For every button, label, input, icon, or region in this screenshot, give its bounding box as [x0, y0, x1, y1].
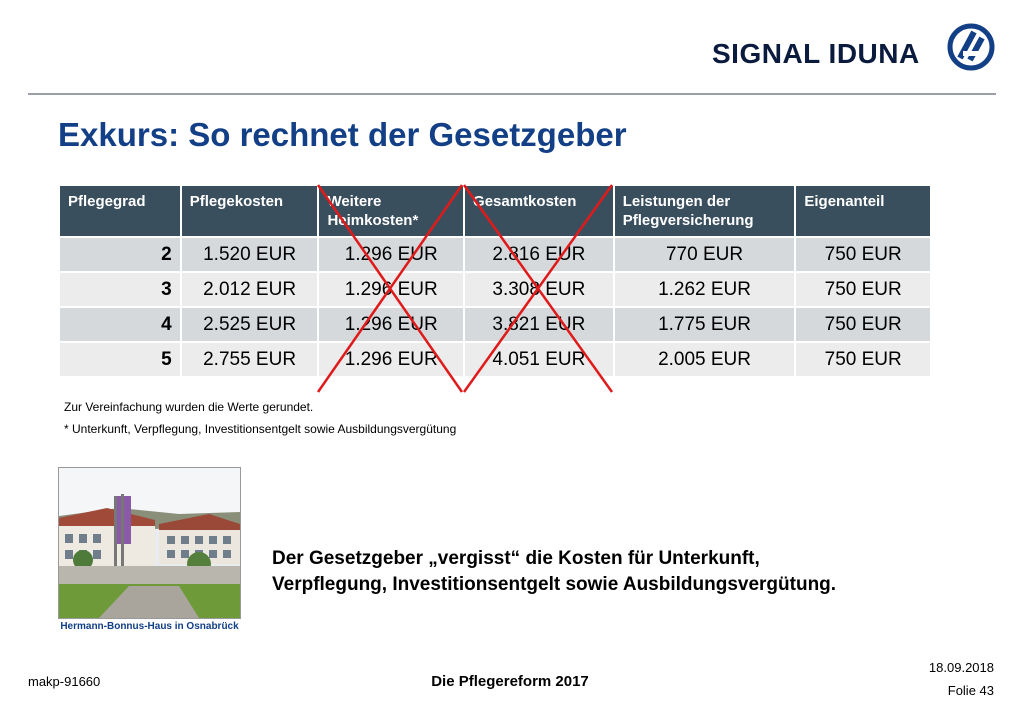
cell-pflegegrad: 3: [60, 273, 180, 306]
cell-gesamtkosten: 3.821 EUR: [465, 308, 613, 341]
signal-iduna-logo-icon: [947, 23, 995, 71]
building-photo: [58, 467, 241, 619]
cell-pflegekosten: 2.012 EUR: [181, 273, 318, 306]
header-leistungen: Leistungen der Pflegversicherung: [614, 186, 795, 236]
cell-gesamtkosten: 2.816 EUR: [465, 238, 613, 271]
table-header-row: Pflegegrad Pflegekosten Weitere Heimkost…: [60, 186, 930, 236]
cell-eigenanteil: 750 EUR: [796, 343, 930, 376]
cell-pflegekosten: 2.755 EUR: [181, 343, 318, 376]
footnote: * Unterkunft, Verpflegung, Investitionse…: [64, 422, 457, 436]
cell-leistungen: 770 EUR: [614, 238, 795, 271]
cell-pflegegrad: 2: [60, 238, 180, 271]
cell-pflegekosten: 2.525 EUR: [181, 308, 318, 341]
header-pflegekosten: Pflegekosten: [181, 186, 318, 236]
statement-line: Verpflegung, Investitionsentgelt sowie A…: [272, 574, 837, 595]
table-row: 5 2.755 EUR 1.296 EUR 4.051 EUR 2.005 EU…: [60, 343, 930, 376]
cost-table: Pflegegrad Pflegekosten Weitere Heimkost…: [58, 184, 932, 378]
cell-pflegegrad: 4: [60, 308, 180, 341]
footer-code: makp-91660: [28, 674, 101, 689]
table-row: 4 2.525 EUR 1.296 EUR 3.821 EUR 1.775 EU…: [60, 308, 930, 341]
cell-eigenanteil: 750 EUR: [796, 273, 930, 306]
table-row: 2 1.520 EUR 1.296 EUR 2.816 EUR 770 EUR …: [60, 238, 930, 271]
photo-caption: Hermann-Bonnus-Haus in Osnabrück: [60, 621, 239, 632]
cell-weitere-heimkosten: 1.296 EUR: [319, 238, 464, 271]
slide-title: Exkurs: So rechnet der Gesetzgeber: [58, 116, 627, 153]
header-pflegegrad: Pflegegrad: [60, 186, 180, 236]
building-photo-image: [59, 468, 240, 618]
footer-title: Die Pflegereform 2017: [431, 673, 589, 690]
cell-weitere-heimkosten: 1.296 EUR: [319, 273, 464, 306]
cell-leistungen: 2.005 EUR: [614, 343, 795, 376]
rounding-note: Zur Vereinfachung wurden die Werte gerun…: [64, 400, 314, 414]
header-divider: [28, 93, 996, 95]
cell-gesamtkosten: 3.308 EUR: [465, 273, 613, 306]
cell-weitere-heimkosten: 1.296 EUR: [319, 343, 464, 376]
header-eigenanteil: Eigenanteil: [796, 186, 930, 236]
key-statement: Der Gesetzgeber „vergisst“ die Kosten fü…: [272, 546, 992, 598]
footer-date: 18.09.2018: [928, 660, 994, 675]
footer-slide-number: Folie 43: [947, 683, 994, 698]
cell-pflegekosten: 1.520 EUR: [181, 238, 318, 271]
cell-leistungen: 1.775 EUR: [614, 308, 795, 341]
cell-eigenanteil: 750 EUR: [796, 238, 930, 271]
cell-eigenanteil: 750 EUR: [796, 308, 930, 341]
brand-name: SIGNAL IDUNA: [712, 38, 920, 69]
cell-gesamtkosten: 4.051 EUR: [465, 343, 613, 376]
cell-leistungen: 1.262 EUR: [614, 273, 795, 306]
table-row: 3 2.012 EUR 1.296 EUR 3.308 EUR 1.262 EU…: [60, 273, 930, 306]
cell-pflegegrad: 5: [60, 343, 180, 376]
header-weitere-heimkosten: Weitere Heimkosten*: [319, 186, 464, 236]
cell-weitere-heimkosten: 1.296 EUR: [319, 308, 464, 341]
header-gesamtkosten: Gesamtkosten: [465, 186, 613, 236]
statement-line: Der Gesetzgeber „vergisst“ die Kosten fü…: [272, 548, 760, 569]
